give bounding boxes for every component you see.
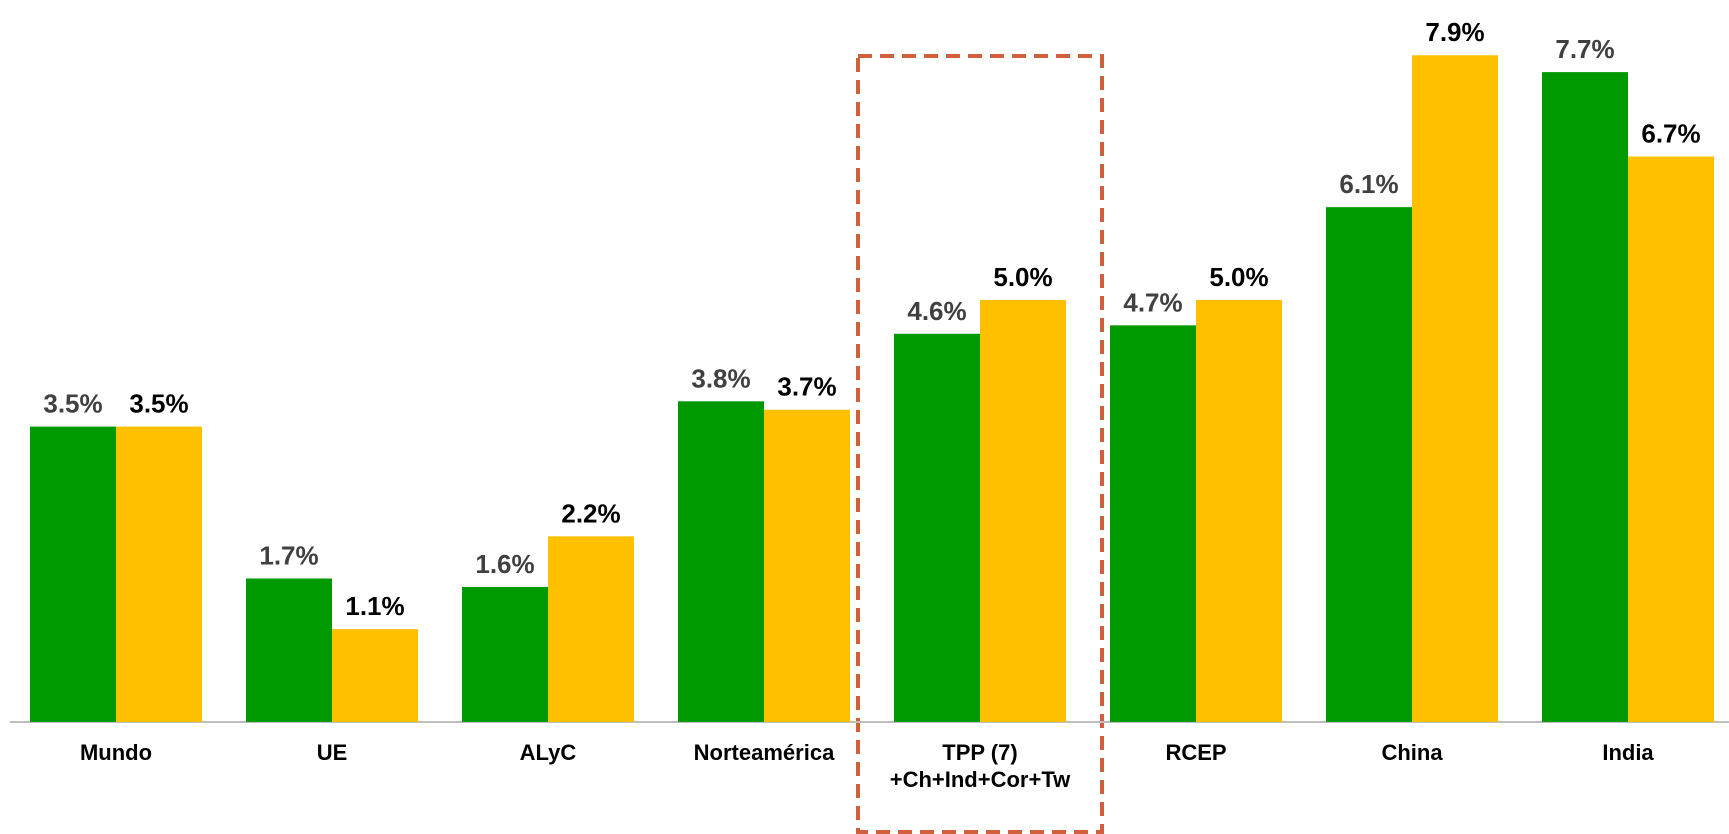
data-label-s1-1: 1.7% bbox=[259, 541, 318, 571]
x-tick-label-7: India bbox=[1602, 740, 1654, 765]
x-tick-label-4: TPP (7) bbox=[942, 740, 1017, 765]
x-tick-label-4-line2: +Ch+Ind+Cor+Tw bbox=[890, 767, 1071, 792]
bar-s2-6 bbox=[1412, 55, 1498, 723]
bar-s1-0 bbox=[30, 426, 116, 722]
data-label-s1-6: 6.1% bbox=[1339, 169, 1398, 199]
x-tick-label-5: RCEP bbox=[1165, 740, 1226, 765]
highlight-box bbox=[856, 54, 1104, 834]
data-label-s2-7: 6.7% bbox=[1641, 119, 1700, 149]
bar-s1-6 bbox=[1326, 207, 1412, 722]
data-label-s2-5: 5.0% bbox=[1209, 262, 1268, 292]
data-label-s1-5: 4.7% bbox=[1123, 287, 1182, 317]
bar-s1-1 bbox=[246, 578, 332, 722]
data-label-s2-4: 5.0% bbox=[993, 262, 1052, 292]
data-label-s2-6: 7.9% bbox=[1425, 17, 1484, 47]
bar-s2-0 bbox=[116, 426, 202, 722]
data-label-s2-1: 1.1% bbox=[345, 591, 404, 621]
data-label-s1-2: 1.6% bbox=[475, 549, 534, 579]
data-label-s1-7: 7.7% bbox=[1555, 34, 1614, 64]
bar-s2-5 bbox=[1196, 300, 1282, 722]
data-label-s2-3: 3.7% bbox=[777, 372, 836, 402]
bar-s1-4 bbox=[894, 333, 980, 722]
bar-s2-4 bbox=[980, 300, 1066, 722]
bar-s1-5 bbox=[1110, 325, 1196, 722]
data-label-s1-4: 4.6% bbox=[907, 296, 966, 326]
bar-s2-2 bbox=[548, 536, 634, 722]
bar-s2-3 bbox=[764, 409, 850, 722]
x-tick-label-6: China bbox=[1381, 740, 1443, 765]
bar-s1-3 bbox=[678, 401, 764, 722]
bar-s2-7 bbox=[1628, 156, 1714, 722]
x-tick-label-1: UE bbox=[317, 740, 348, 765]
data-label-s1-0: 3.5% bbox=[43, 389, 102, 419]
bar-s2-1 bbox=[332, 629, 418, 722]
x-tick-label-0: Mundo bbox=[80, 740, 152, 765]
x-tick-label-2: ALyC bbox=[520, 740, 577, 765]
bar-s1-7 bbox=[1542, 72, 1628, 723]
x-tick-label-3: Norteamérica bbox=[694, 740, 835, 765]
data-label-s2-2: 2.2% bbox=[561, 498, 620, 528]
bar-s1-2 bbox=[462, 586, 548, 722]
data-label-s2-0: 3.5% bbox=[129, 389, 188, 419]
data-label-s1-3: 3.8% bbox=[691, 363, 750, 393]
